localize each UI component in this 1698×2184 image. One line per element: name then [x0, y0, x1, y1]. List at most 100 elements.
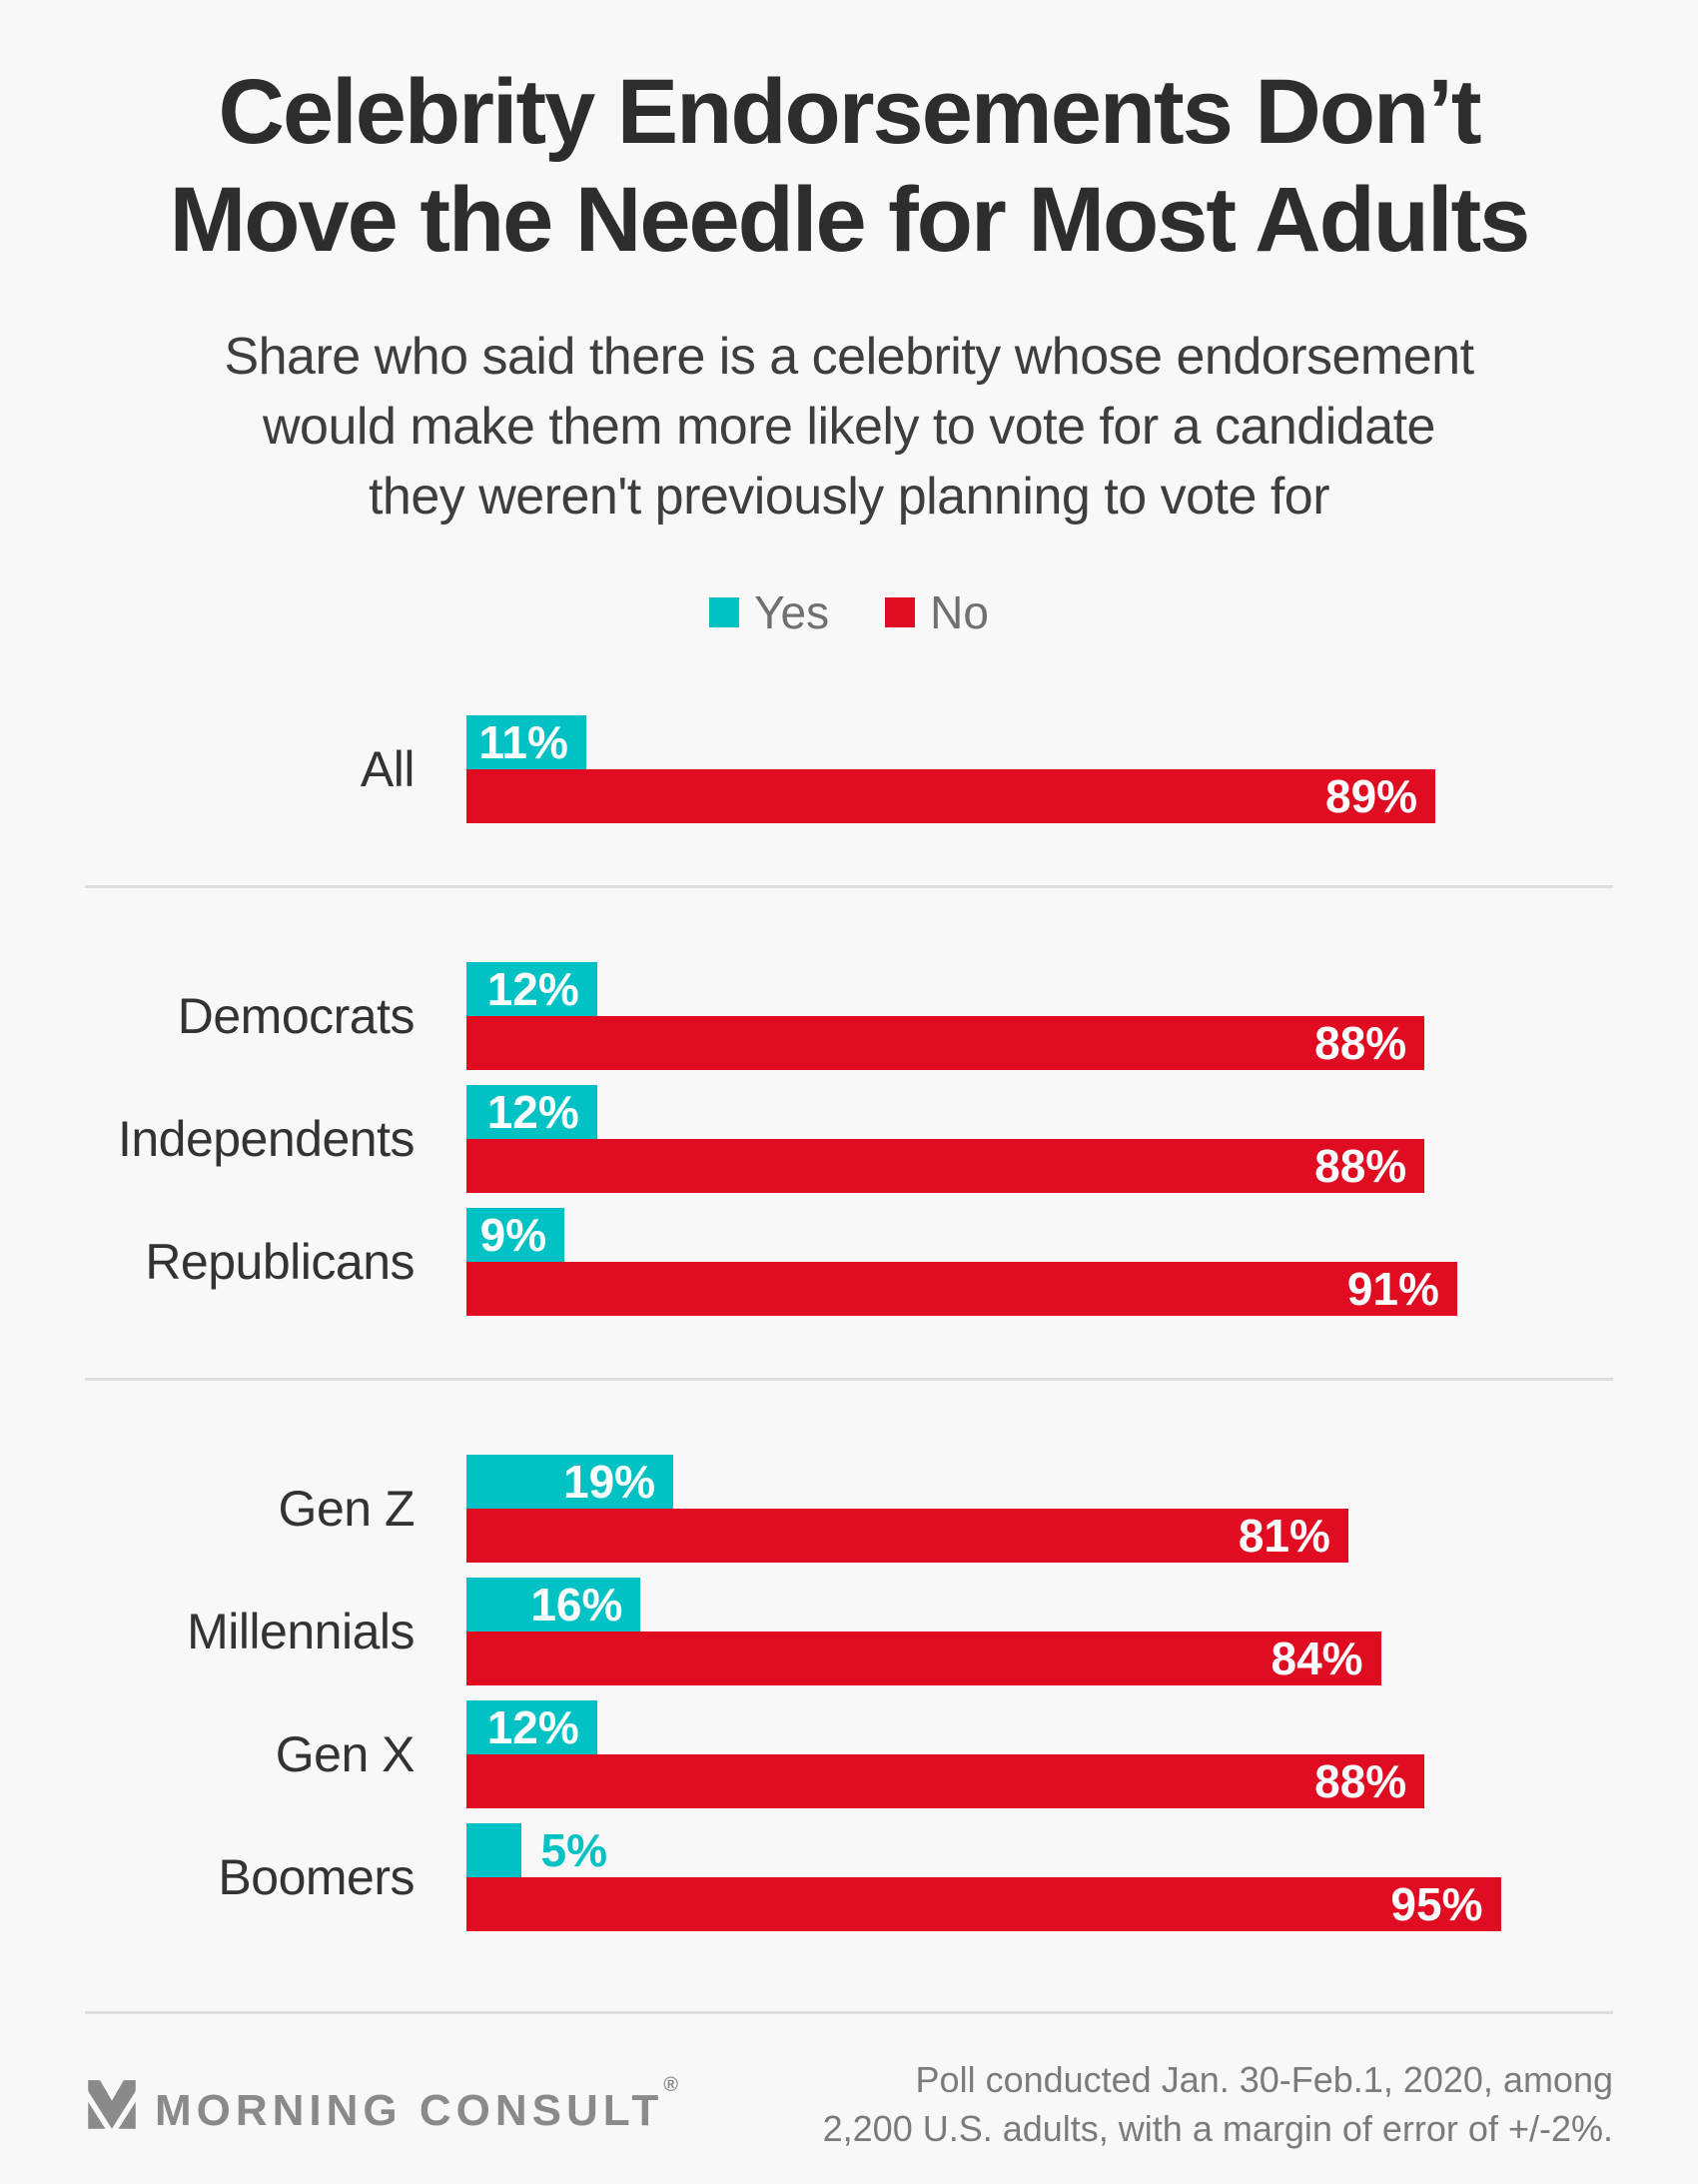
bars-gen-z: 19% 81%: [466, 1455, 1555, 1563]
category-label-gen-x: Gen X: [275, 1726, 416, 1782]
chart: All 11% 89% Democrats 12% 88% Independents 12% 8…: [85, 715, 1613, 1931]
yes-bar-line: 19%: [466, 1455, 1555, 1509]
no-bar: 95%: [466, 1877, 1501, 1931]
yes-value-label: 12%: [486, 963, 579, 1015]
yes-bar: 12%: [466, 962, 597, 1016]
bars-all: 11% 89%: [466, 715, 1555, 823]
bars-democrats: 12% 88%: [466, 962, 1555, 1070]
category-label-republicans: Republicans: [145, 1234, 415, 1290]
brand-logo: MORNING CONSULT®: [85, 2074, 678, 2136]
yes-bar-line: 16%: [466, 1578, 1555, 1632]
no-value-label: 88%: [1314, 1017, 1407, 1069]
yes-bar-line: 12%: [466, 962, 1555, 1016]
group-divider-1: [85, 885, 1613, 888]
chart-subtitle-line-2: would make them more likely to vote for …: [263, 398, 1435, 456]
chart-subtitle-line-3: they weren't previously planning to vote…: [368, 468, 1330, 526]
no-bar-line: 84%: [466, 1632, 1555, 1685]
category-label-independents: Independents: [117, 1111, 416, 1167]
legend-item-no: No: [885, 585, 989, 639]
chart-subtitle-line-1: Share who said there is a celebrity whos…: [224, 328, 1474, 386]
no-bar: 88%: [466, 1139, 1425, 1193]
yes-bar: 9%: [466, 1208, 565, 1262]
no-value-label: 88%: [1314, 1140, 1407, 1192]
yes-value-label: 12%: [486, 1086, 579, 1138]
yes-value-label: 5%: [540, 1824, 607, 1876]
bar-group-2: Democrats 12% 88% Independents 12% 88% Republi…: [85, 962, 1613, 1316]
no-value-label: 89%: [1325, 770, 1418, 822]
bar-group-1: All 11% 89%: [85, 715, 1613, 823]
no-bar-line: 91%: [466, 1262, 1555, 1316]
no-bar: 91%: [466, 1262, 1457, 1316]
no-bar-line: 95%: [466, 1877, 1555, 1931]
yes-bar-line: 11%: [466, 715, 1555, 769]
category-label-millennials: Millennials: [187, 1604, 415, 1659]
bar-row-gen-z: Gen Z 19% 81%: [85, 1455, 1613, 1563]
yes-bar-line: 12%: [466, 1085, 1555, 1139]
bars-republicans: 9% 91%: [466, 1208, 1555, 1316]
no-bar: 84%: [466, 1632, 1381, 1685]
yes-value-label: 11%: [478, 716, 568, 768]
no-bar-line: 88%: [466, 1016, 1555, 1070]
no-bar: 89%: [466, 769, 1436, 823]
yes-bar: 19%: [466, 1455, 674, 1509]
bars-independents: 12% 88%: [466, 1085, 1555, 1193]
no-value-label: 91%: [1346, 1263, 1439, 1315]
bar-row-millennials: Millennials 16% 84%: [85, 1578, 1613, 1685]
bars-boomers: 5% 95%: [466, 1823, 1555, 1931]
category-label-gen-z: Gen Z: [278, 1481, 416, 1537]
no-value-label: 95%: [1390, 1878, 1483, 1930]
chart-subtitle: Share who said there is a celebrity whos…: [85, 322, 1613, 532]
poll-footnote-line-1: Poll conducted Jan. 30-Feb.1, 2020, amon…: [915, 2059, 1613, 2100]
no-bar-line: 88%: [466, 1139, 1555, 1193]
chart-title-line-1: Celebrity Endorsements Don’t: [218, 61, 1482, 163]
no-bar: 88%: [466, 1754, 1425, 1808]
legend-item-yes: Yes: [709, 585, 829, 639]
group-divider-2: [85, 1378, 1613, 1381]
footer-divider: [85, 2011, 1613, 2014]
no-bar-line: 81%: [466, 1509, 1555, 1563]
yes-value-label: 19%: [563, 1456, 656, 1508]
yes-bar-line: 9%: [466, 1208, 1555, 1262]
legend-label-no: No: [930, 586, 989, 638]
legend-swatch-no: [885, 597, 916, 627]
brand-name: MORNING CONSULT®: [155, 2073, 679, 2135]
bars-gen-x: 12% 88%: [466, 1700, 1555, 1808]
no-bar: 88%: [466, 1016, 1425, 1070]
legend-swatch-yes: [709, 597, 740, 627]
bar-row-all: All 11% 89%: [85, 715, 1613, 823]
yes-value-label: 9%: [479, 1209, 547, 1261]
category-label-democrats: Democrats: [177, 988, 416, 1044]
no-value-label: 84%: [1271, 1633, 1363, 1684]
category-label-all: All: [360, 741, 416, 797]
yes-bar-line: 5%: [466, 1823, 1555, 1877]
yes-bar-line: 12%: [466, 1700, 1555, 1754]
bar-row-democrats: Democrats 12% 88%: [85, 962, 1613, 1070]
bar-group-3: Gen Z 19% 81% Millennials 16% 84% Gen X 12% 88% B…: [85, 1455, 1613, 1931]
no-value-label: 88%: [1314, 1755, 1407, 1807]
no-bar: 81%: [466, 1509, 1348, 1563]
legend: Yes No: [85, 585, 1613, 639]
legend-label-yes: Yes: [754, 586, 830, 638]
registered-trademark-symbol: ®: [663, 2073, 679, 2096]
yes-bar: 12%: [466, 1700, 597, 1754]
no-bar-line: 89%: [466, 769, 1555, 823]
no-bar-line: 88%: [466, 1754, 1555, 1808]
yes-bar: [466, 1823, 521, 1877]
bar-row-gen-x: Gen X 12% 88%: [85, 1700, 1613, 1808]
yes-value-label: 16%: [530, 1579, 623, 1631]
bar-row-independents: Independents 12% 88%: [85, 1085, 1613, 1193]
poll-footnote: Poll conducted Jan. 30-Feb.1, 2020, amon…: [823, 2056, 1613, 2154]
category-label-boomers: Boomers: [218, 1849, 415, 1905]
yes-bar: 16%: [466, 1578, 641, 1632]
yes-bar: 12%: [466, 1085, 597, 1139]
yes-value-label: 12%: [486, 1701, 579, 1753]
footer: MORNING CONSULT® Poll conducted Jan. 30-…: [85, 2056, 1613, 2154]
no-value-label: 81%: [1238, 1510, 1330, 1562]
chart-title-line-2: Move the Needle for Most Adults: [169, 169, 1531, 271]
poll-footnote-line-2: 2,200 U.S. adults, with a margin of erro…: [822, 2107, 1613, 2149]
chart-title: Celebrity Endorsements Don’t Move the Nee…: [85, 58, 1613, 274]
morning-consult-m-icon: [88, 2080, 136, 2129]
bars-millennials: 16% 84%: [466, 1578, 1555, 1685]
bar-row-boomers: Boomers 5% 95%: [85, 1823, 1613, 1931]
